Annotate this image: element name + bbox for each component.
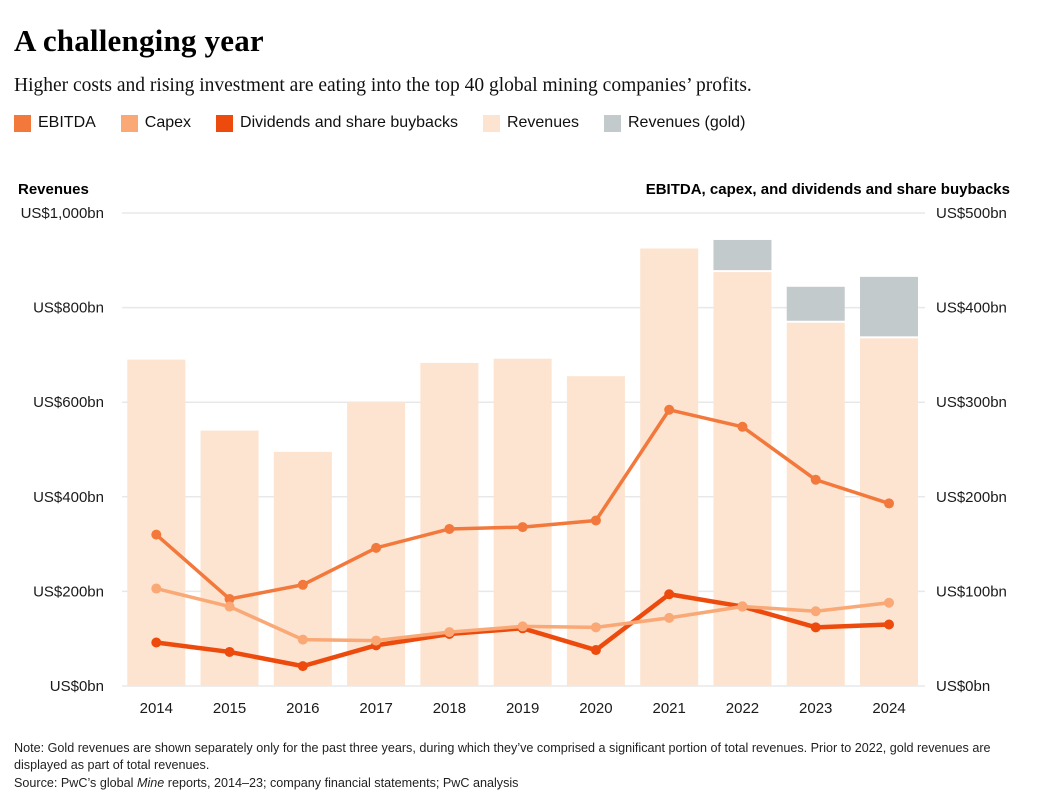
ebitda-point-2014 <box>151 529 162 540</box>
dividends-and-share-buybacks-point-2014 <box>151 637 162 648</box>
combo-chart: US$1,000bn US$500bn US$800bn US$400bn US$600… <box>21 205 1007 717</box>
capex-point-2021 <box>664 612 675 623</box>
capex-point-2023 <box>810 606 821 617</box>
x-axis-label-2022: 2022 <box>726 700 759 717</box>
revenue-bar-2020 <box>566 376 625 686</box>
capex-point-2015 <box>224 601 235 612</box>
ebitda-point-2022 <box>737 421 748 432</box>
legend-label-revenues: Revenues <box>506 114 579 131</box>
right-axis-tick: US$500bn <box>936 205 1007 222</box>
source-suffix: reports, 2014–23; company financial stat… <box>164 776 519 790</box>
dividends-and-share-buybacks-point-2023 <box>810 622 821 633</box>
legend-label-dividends: Dividends and share buybacks <box>240 114 458 131</box>
revenue-bar-2014 <box>127 359 186 686</box>
right-axis-tick: US$200bn <box>936 489 1007 506</box>
left-axis-tick: US$1,000bn <box>21 205 104 222</box>
left-axis-tick: US$600bn <box>33 394 104 411</box>
legend-swatch-capex <box>120 114 138 132</box>
legend-label-revenues-gold: Revenues (gold) <box>628 114 746 131</box>
x-axis-label-2021: 2021 <box>653 700 686 717</box>
x-axis-label-2014: 2014 <box>140 700 173 717</box>
capex-point-2014 <box>151 583 162 594</box>
legend-label-ebitda: EBITDA <box>38 114 96 131</box>
ebitda-point-2015 <box>224 593 235 604</box>
legend-item-capex: Capex <box>120 114 192 132</box>
legend-label-capex: Capex <box>144 114 192 131</box>
legend: EBITDA Capex Dividends and share buyback… <box>14 114 745 132</box>
legend-item-revenues: Revenues <box>482 114 579 132</box>
gold-bar-2024 <box>860 276 918 337</box>
x-axis-label-2017: 2017 <box>359 700 392 717</box>
right-axis-tick: US$0bn <box>936 678 990 695</box>
gold-bar-2022 <box>713 239 772 271</box>
ebitda-point-2023 <box>810 474 821 485</box>
right-axis-tick: US$400bn <box>936 300 1007 317</box>
dividends-and-share-buybacks-point-2020 <box>590 645 601 656</box>
legend-item-dividends: Dividends and share buybacks <box>216 114 458 132</box>
x-axis-label-2018: 2018 <box>433 700 466 717</box>
left-axis-tick: US$0bn <box>50 678 104 695</box>
left-axis-tick: US$200bn <box>33 583 104 600</box>
source-line: Source: PwC’s global Mine reports, 2014–… <box>14 775 1026 792</box>
x-axis-label-2015: 2015 <box>213 700 246 717</box>
ebitda-point-2020 <box>590 515 601 526</box>
ebitda-point-2017 <box>371 542 382 553</box>
right-axis-tick: US$100bn <box>936 583 1007 600</box>
chart-subtitle: Higher costs and rising investment are e… <box>14 74 752 96</box>
x-axis-label-2020: 2020 <box>579 700 612 717</box>
source-prefix: Source: PwC’s global <box>14 776 137 790</box>
capex-point-2022 <box>737 601 748 612</box>
right-axis-tick: US$300bn <box>936 394 1007 411</box>
left-axis-tick: US$800bn <box>33 300 104 317</box>
left-axis-title: Revenues <box>18 181 89 198</box>
legend-swatch-dividends <box>216 114 234 132</box>
legend-item-ebitda: EBITDA <box>14 114 96 132</box>
x-axis-label-2023: 2023 <box>799 700 832 717</box>
ebitda-point-2021 <box>664 404 675 415</box>
revenue-bar-2015 <box>200 430 259 686</box>
capex-point-2020 <box>590 622 601 633</box>
ebitda-point-2019 <box>517 522 528 533</box>
legend-swatch-revenues-gold <box>604 114 621 132</box>
ebitda-point-2024 <box>884 498 894 509</box>
x-axis-label-2016: 2016 <box>286 700 319 717</box>
left-axis-tick: US$400bn <box>33 489 104 506</box>
capex-point-2017 <box>371 635 382 646</box>
revenue-bar-2022 <box>713 272 772 686</box>
chart-title: A challenging year <box>14 22 264 58</box>
legend-item-revenues-gold: Revenues (gold) <box>604 114 745 132</box>
capex-point-2018 <box>444 627 455 638</box>
dividends-and-share-buybacks-point-2015 <box>224 646 235 657</box>
right-axis-title: EBITDA, capex, and dividends and share b… <box>645 181 1010 198</box>
legend-swatch-ebitda <box>14 114 31 132</box>
capex-point-2019 <box>517 621 528 632</box>
source-report-name: Mine <box>136 776 165 790</box>
dividends-and-share-buybacks-point-2024 <box>884 619 894 630</box>
revenue-bar-2024 <box>860 338 918 686</box>
gold-bar-2023 <box>786 286 845 321</box>
capex-point-2016 <box>297 634 308 645</box>
dividends-and-share-buybacks-point-2021 <box>664 589 675 600</box>
x-axis-label-2024: 2024 <box>872 700 905 717</box>
revenue-bar-2016 <box>273 451 332 686</box>
footnote: Note: Gold revenues are shown separately… <box>14 741 991 772</box>
capex-point-2024 <box>884 597 894 608</box>
ebitda-point-2016 <box>297 579 308 590</box>
ebitda-point-2018 <box>444 523 455 534</box>
dividends-and-share-buybacks-point-2016 <box>297 661 308 672</box>
x-axis-label-2019: 2019 <box>506 700 539 717</box>
legend-swatch-revenues <box>482 114 500 132</box>
